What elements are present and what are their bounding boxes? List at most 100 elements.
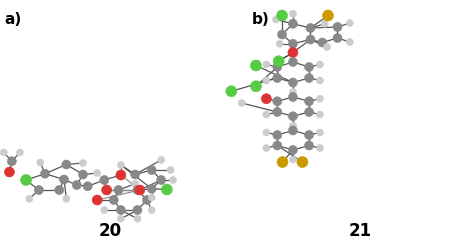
Circle shape [278, 30, 286, 39]
Circle shape [290, 49, 296, 56]
Circle shape [290, 122, 296, 129]
Circle shape [117, 206, 125, 214]
Circle shape [133, 206, 142, 214]
Circle shape [133, 186, 142, 194]
Circle shape [250, 81, 262, 92]
Circle shape [263, 144, 270, 152]
Circle shape [289, 19, 297, 28]
Circle shape [100, 176, 109, 184]
Circle shape [297, 156, 308, 168]
Circle shape [238, 100, 245, 106]
Circle shape [157, 176, 165, 184]
Circle shape [277, 156, 288, 168]
Circle shape [290, 10, 296, 17]
Circle shape [263, 61, 270, 68]
Circle shape [55, 186, 64, 194]
Circle shape [118, 215, 124, 222]
Circle shape [306, 24, 315, 32]
Circle shape [41, 169, 49, 178]
Circle shape [116, 170, 126, 180]
Circle shape [273, 74, 282, 82]
Circle shape [288, 48, 298, 58]
Circle shape [37, 159, 44, 166]
Circle shape [290, 88, 296, 96]
Circle shape [263, 129, 270, 136]
Circle shape [317, 144, 323, 152]
Circle shape [317, 95, 323, 102]
Circle shape [0, 149, 7, 156]
Circle shape [263, 111, 270, 118]
Text: b): b) [252, 12, 270, 27]
Circle shape [80, 160, 86, 166]
Circle shape [306, 35, 315, 44]
Circle shape [273, 62, 282, 72]
Circle shape [346, 38, 353, 46]
Circle shape [134, 215, 141, 222]
Circle shape [226, 86, 237, 97]
Circle shape [317, 111, 323, 118]
Circle shape [63, 195, 70, 202]
Circle shape [305, 141, 313, 150]
Circle shape [321, 20, 328, 27]
Circle shape [273, 108, 282, 116]
Circle shape [143, 196, 151, 204]
Circle shape [147, 184, 156, 193]
Circle shape [135, 185, 145, 195]
Circle shape [263, 77, 270, 84]
Circle shape [17, 149, 23, 156]
Circle shape [276, 40, 283, 47]
Circle shape [101, 206, 108, 214]
Circle shape [161, 184, 173, 195]
Circle shape [317, 129, 323, 136]
Circle shape [4, 167, 15, 177]
Circle shape [26, 195, 33, 202]
Circle shape [305, 130, 313, 140]
Circle shape [324, 44, 330, 51]
Circle shape [305, 74, 313, 82]
Circle shape [289, 92, 297, 102]
Circle shape [317, 77, 323, 84]
Circle shape [289, 39, 297, 48]
Circle shape [79, 170, 87, 179]
Circle shape [333, 34, 342, 42]
Circle shape [118, 162, 124, 168]
Circle shape [92, 195, 102, 205]
Circle shape [273, 16, 279, 23]
Circle shape [305, 62, 313, 72]
Circle shape [346, 20, 353, 26]
Circle shape [305, 108, 313, 116]
Circle shape [8, 157, 16, 166]
Circle shape [62, 160, 71, 169]
Circle shape [131, 170, 139, 179]
Circle shape [148, 194, 155, 201]
Circle shape [114, 186, 123, 194]
Circle shape [109, 196, 118, 204]
Circle shape [289, 78, 297, 87]
Text: a): a) [4, 12, 21, 27]
Circle shape [289, 146, 297, 154]
Circle shape [276, 10, 288, 21]
Circle shape [83, 182, 92, 191]
Circle shape [60, 175, 68, 184]
Circle shape [289, 112, 297, 121]
Circle shape [305, 97, 313, 106]
Circle shape [167, 166, 174, 173]
Circle shape [132, 180, 138, 187]
Circle shape [73, 180, 81, 190]
Circle shape [20, 174, 32, 186]
Circle shape [273, 97, 282, 106]
Circle shape [147, 166, 156, 174]
Circle shape [322, 10, 334, 21]
Circle shape [148, 206, 155, 214]
Circle shape [273, 130, 282, 140]
Circle shape [35, 186, 43, 194]
Circle shape [289, 126, 297, 135]
Circle shape [170, 176, 176, 184]
Text: 20: 20 [99, 222, 121, 240]
Circle shape [94, 170, 100, 176]
Circle shape [273, 141, 282, 150]
Text: 21: 21 [348, 222, 372, 240]
Circle shape [318, 38, 327, 47]
Circle shape [250, 60, 262, 71]
Circle shape [158, 156, 164, 164]
